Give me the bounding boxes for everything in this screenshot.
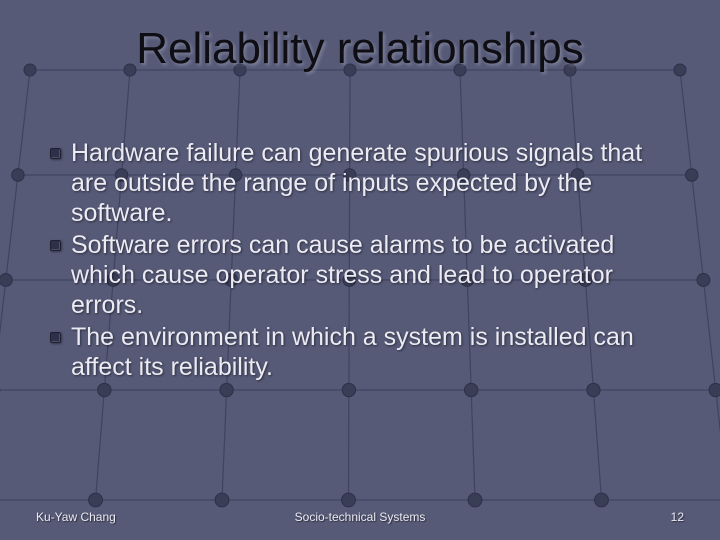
bullet-icon xyxy=(50,240,61,251)
bullet-list: Hardware failure can generate spurious s… xyxy=(72,138,680,384)
list-item-text: Hardware failure can generate spurious s… xyxy=(71,138,680,228)
bullet-icon xyxy=(50,148,61,159)
footer: Ku-Yaw Chang Socio-technical Systems 12 xyxy=(0,510,720,524)
list-item-text: Software errors can cause alarms to be a… xyxy=(71,230,680,320)
list-item: Hardware failure can generate spurious s… xyxy=(72,138,680,228)
slide: Reliability relationships Hardware failu… xyxy=(0,0,720,540)
bullet-icon xyxy=(50,332,61,343)
footer-title: Socio-technical Systems xyxy=(0,510,720,524)
list-item-text: The environment in which a system is ins… xyxy=(71,322,680,382)
list-item: Software errors can cause alarms to be a… xyxy=(72,230,680,320)
slide-title: Reliability relationships xyxy=(0,24,720,74)
list-item: The environment in which a system is ins… xyxy=(72,322,680,382)
